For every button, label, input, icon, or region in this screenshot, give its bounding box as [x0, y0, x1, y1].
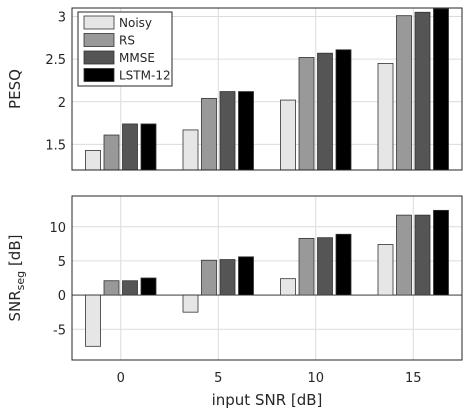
- snrseg-y-label-main: SNR: [6, 290, 24, 321]
- snrseg-bar-mmse-5: [219, 259, 236, 296]
- legend-label-noisy: Noisy: [119, 16, 152, 30]
- pesq-bar-rs-5: [201, 97, 217, 171]
- legend: Noisy RS MMSE LSTM-12: [77, 11, 173, 87]
- snrseg-y-tick-label: 0: [58, 289, 66, 304]
- legend-swatch-lstm-12: [83, 68, 115, 82]
- pesq-y-tick-labels: 1.5 2 2.5 3: [45, 11, 66, 154]
- snrseg-bar-rs-0: [103, 280, 120, 296]
- pesq-y-tick-label: 3: [58, 11, 66, 26]
- snrseg-bar-rs-5: [201, 259, 217, 296]
- snrseg-bars: [85, 209, 449, 347]
- snrseg-bar-mmse-10: [317, 237, 333, 296]
- pesq-bar-noisy-5: [182, 129, 199, 171]
- snrseg-bar-noisy-0: [85, 294, 101, 347]
- snrseg-plot-frame: [71, 195, 463, 361]
- pesq-bar-mmse-10: [317, 52, 333, 171]
- pesq-bar-rs-15: [396, 15, 412, 171]
- snrseg-bar-rs-15: [396, 214, 412, 296]
- pesq-bar-noisy-15: [377, 63, 394, 171]
- legend-swatch-rs: [83, 33, 115, 47]
- pesq-bar-rs-10: [298, 57, 315, 171]
- pesq-bar-mmse-15: [414, 11, 431, 171]
- snrseg-panel: -5 0 5 10 0 5 10 15 SNRseg [dB] input SNR [dB]: [6, 195, 463, 409]
- legend-swatch-noisy: [83, 15, 115, 30]
- x-tick-labels: 0 5 10 15: [117, 371, 422, 386]
- pesq-bar-mmse-0: [122, 123, 138, 171]
- pesq-bar-lstm-12-0: [140, 123, 157, 171]
- snrseg-bar-lstm-12-0: [140, 277, 157, 296]
- pesq-y-axis-label: PESQ: [6, 69, 24, 109]
- snrseg-y-tick-label: -5: [53, 323, 66, 338]
- pesq-bar-noisy-10: [280, 99, 296, 171]
- pesq-y-tick-label: 1.5: [45, 138, 66, 153]
- legend-label-lstm-12: LSTM-12: [119, 69, 171, 83]
- snrseg-bar-rs-10: [298, 237, 315, 296]
- snrseg-y-label-unit: [dB]: [6, 235, 24, 271]
- snrseg-y-tick-label: 5: [58, 255, 66, 270]
- pesq-bar-lstm-12-15: [433, 8, 449, 171]
- legend-label-mmse: MMSE: [119, 51, 155, 65]
- snrseg-bar-noisy-5: [182, 294, 199, 313]
- pesq-bar-lstm-12-5: [238, 91, 254, 171]
- snrseg-y-tick-labels: -5 0 5 10: [49, 221, 66, 339]
- x-tick-label: 15: [405, 371, 422, 386]
- pesq-y-tick-label: 2: [58, 96, 66, 111]
- snrseg-bar-mmse-0: [122, 280, 138, 296]
- pesq-panel: 1.5 2 2.5 3 PESQ Noisy RS MMSE LSTM-12: [6, 7, 463, 171]
- snrseg-bar-lstm-12-15: [433, 209, 449, 296]
- x-tick-label: 5: [214, 371, 222, 386]
- snrseg-y-axis-label: SNRseg [dB]: [6, 235, 27, 322]
- pesq-y-tick-label: 2.5: [45, 53, 66, 68]
- snrseg-bar-noisy-15: [377, 244, 394, 296]
- pesq-bar-lstm-12-10: [335, 49, 352, 171]
- x-tick-label: 0: [117, 371, 125, 386]
- snrseg-bar-lstm-12-5: [238, 256, 254, 296]
- snrseg-bar-lstm-12-10: [335, 233, 352, 296]
- snrseg-bar-mmse-15: [414, 214, 431, 296]
- pesq-bar-rs-0: [103, 134, 120, 171]
- legend-swatch-mmse: [83, 50, 115, 65]
- snrseg-y-label-sub: seg: [14, 271, 27, 290]
- legend-label-rs: RS: [119, 34, 135, 48]
- x-axis-label: input SNR [dB]: [212, 391, 323, 409]
- x-tick-label: 10: [307, 371, 324, 386]
- pesq-bar-mmse-5: [219, 91, 236, 171]
- snrseg-bar-noisy-10: [280, 278, 296, 296]
- snrseg-y-tick-label: 10: [49, 221, 66, 236]
- pesq-bar-noisy-0: [85, 149, 101, 171]
- pesq-plot-frame: [71, 7, 463, 171]
